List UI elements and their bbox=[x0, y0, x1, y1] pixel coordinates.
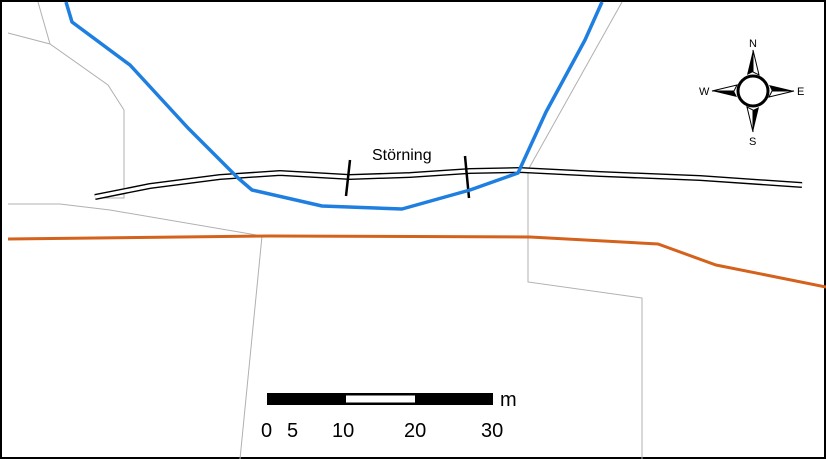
compass-label-east: E bbox=[797, 86, 804, 98]
compass-rose: N S E W bbox=[699, 38, 804, 148]
compass-label-north: N bbox=[749, 38, 757, 50]
compass-label-south: S bbox=[749, 136, 756, 148]
scale-bar-white-segment bbox=[346, 395, 415, 403]
compass-north-arrow bbox=[747, 50, 753, 75]
scale-bar-unit: m bbox=[500, 389, 517, 411]
compass-label-west: W bbox=[699, 86, 710, 98]
parcel-boundary-line bbox=[527, 1, 643, 459]
disturbance-marker-west bbox=[344, 159, 352, 197]
scale-bar: m 0 5 10 20 30 bbox=[261, 389, 517, 442]
scale-tick-label: 5 bbox=[287, 420, 298, 442]
scale-tick-label: 20 bbox=[404, 420, 426, 442]
scale-tick-label: 0 bbox=[261, 420, 272, 442]
stream bbox=[64, 1, 604, 211]
parcel-boundary-line bbox=[7, 32, 125, 199]
orange-line bbox=[7, 234, 826, 289]
scale-tick-label: 30 bbox=[481, 420, 503, 442]
parcel-boundaries bbox=[7, 1, 643, 459]
road bbox=[94, 167, 803, 200]
scale-tick-label: 10 bbox=[332, 420, 354, 442]
parcel-boundary-line bbox=[37, 1, 51, 45]
feature-label: Störning bbox=[372, 147, 432, 164]
parcel-boundary-line bbox=[8, 203, 263, 459]
